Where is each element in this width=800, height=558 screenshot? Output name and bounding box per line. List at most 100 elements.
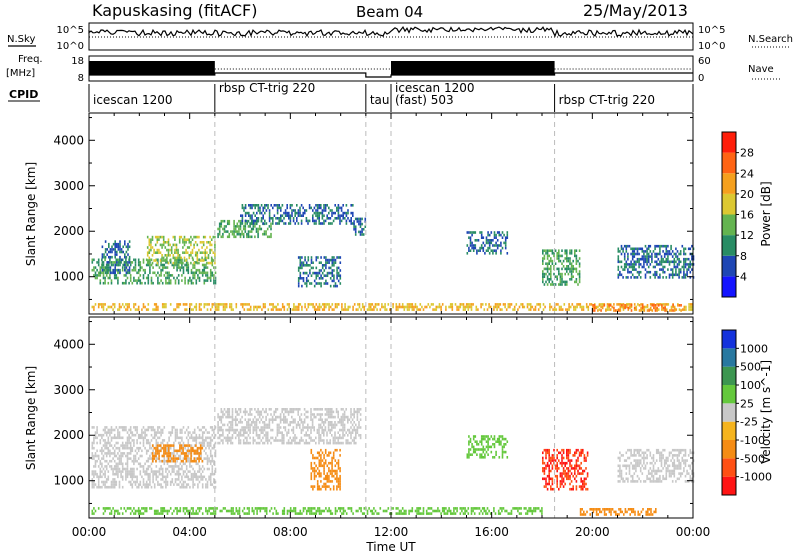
heatmap-cell <box>320 261 322 264</box>
heatmap-cell <box>545 268 547 271</box>
heatmap-cell <box>189 306 191 309</box>
heatmap-cell <box>272 416 274 419</box>
heatmap-cell <box>186 457 188 460</box>
heatmap-cell <box>646 248 648 251</box>
heatmap-cell <box>232 233 234 236</box>
heatmap-cell <box>197 470 199 473</box>
heatmap-cell <box>330 277 332 280</box>
heatmap-cell <box>653 266 655 269</box>
heatmap-cell <box>257 408 259 411</box>
heatmap-cell <box>499 435 501 438</box>
heatmap-cell <box>127 460 129 463</box>
heatmap-cell <box>189 444 191 447</box>
heatmap-cell <box>273 439 275 442</box>
heatmap-cell <box>334 416 336 419</box>
heatmap-cell <box>481 456 483 459</box>
heatmap-cell <box>112 481 114 484</box>
heatmap-cell <box>629 245 631 248</box>
heatmap-cell <box>460 507 462 510</box>
heatmap-cell <box>165 259 167 262</box>
heatmap-cell <box>543 308 545 311</box>
heatmap-cell <box>364 306 366 309</box>
heatmap-cell <box>319 459 321 462</box>
heatmap-cell <box>532 512 534 515</box>
heatmap-cell <box>506 510 508 513</box>
heatmap-cell <box>176 478 178 481</box>
heatmap-cell <box>471 303 473 306</box>
heatmap-cell <box>577 260 579 263</box>
heatmap-cell <box>93 442 95 445</box>
heatmap-cell <box>415 303 417 306</box>
heatmap-cell <box>257 418 259 421</box>
heatmap-cell <box>576 281 578 284</box>
heatmap-cell <box>224 507 226 510</box>
heatmap-cell <box>306 510 308 513</box>
heatmap-cell <box>628 307 630 310</box>
heatmap-cell <box>335 306 337 309</box>
heatmap-cell <box>319 485 321 488</box>
heatmap-cell <box>264 233 266 236</box>
heatmap-cell <box>676 308 678 311</box>
heatmap-cell <box>114 253 116 256</box>
heatmap-cell <box>197 483 199 486</box>
heatmap-cell <box>210 272 212 275</box>
heatmap-cell <box>418 512 420 515</box>
heatmap-cell <box>106 431 108 434</box>
heatmap-cell <box>347 429 349 432</box>
heatmap-cell <box>122 478 124 481</box>
heatmap-cell <box>388 507 390 510</box>
heatmap-cell <box>181 429 183 432</box>
heatmap-cell <box>245 431 247 434</box>
heatmap-cell <box>207 431 209 434</box>
heatmap-cell <box>470 453 472 456</box>
heatmap-cell <box>293 437 295 440</box>
heatmap-cell <box>316 282 318 285</box>
heatmap-cell <box>340 256 342 259</box>
heatmap-cell <box>180 455 182 458</box>
heatmap-cell <box>151 282 153 285</box>
heatmap-cell <box>248 214 250 217</box>
heatmap-cell <box>154 512 156 515</box>
heatmap-cell <box>293 429 295 432</box>
heatmap-cell <box>114 478 116 481</box>
heatmap-cell <box>464 308 466 311</box>
heatmap-cell <box>224 230 226 233</box>
heatmap-cell <box>328 507 330 510</box>
heatmap-cell <box>167 510 169 513</box>
heatmap-cell <box>230 230 232 233</box>
heatmap-cell <box>161 257 163 260</box>
heatmap-cell <box>176 269 178 272</box>
heatmap-cell <box>685 258 687 261</box>
heatmap-cell <box>281 437 283 440</box>
heatmap-cell <box>122 476 124 479</box>
heatmap-cell <box>607 306 609 309</box>
heatmap-cell <box>466 306 468 309</box>
heatmap-cell <box>108 452 110 455</box>
heatmap-cell <box>156 303 158 306</box>
heatmap-cell <box>188 426 190 429</box>
heatmap-cell <box>108 442 110 445</box>
heatmap-cell <box>347 439 349 442</box>
heatmap-cell <box>576 278 578 281</box>
y-tick-label: 2000 <box>53 224 84 238</box>
heatmap-cell <box>300 267 302 270</box>
heatmap-cell <box>146 452 148 455</box>
heatmap-cell <box>251 230 253 233</box>
heatmap-cell <box>144 470 146 473</box>
heatmap-cell <box>251 214 253 217</box>
heatmap-cell <box>111 306 113 309</box>
heatmap-cell <box>630 261 632 264</box>
heatmap-cell <box>188 470 190 473</box>
heatmap-cell <box>144 272 146 275</box>
heatmap-cell <box>278 416 280 419</box>
heatmap-cell <box>383 306 385 309</box>
heatmap-cell <box>675 268 677 271</box>
heatmap-cell <box>165 306 167 309</box>
heatmap-cell <box>497 438 499 441</box>
heatmap-cell <box>496 303 498 306</box>
heatmap-cell <box>116 246 118 249</box>
heatmap-cell <box>310 439 312 442</box>
heatmap-cell <box>647 309 649 312</box>
heatmap-cell <box>149 478 151 481</box>
heatmap-cell <box>204 468 206 471</box>
